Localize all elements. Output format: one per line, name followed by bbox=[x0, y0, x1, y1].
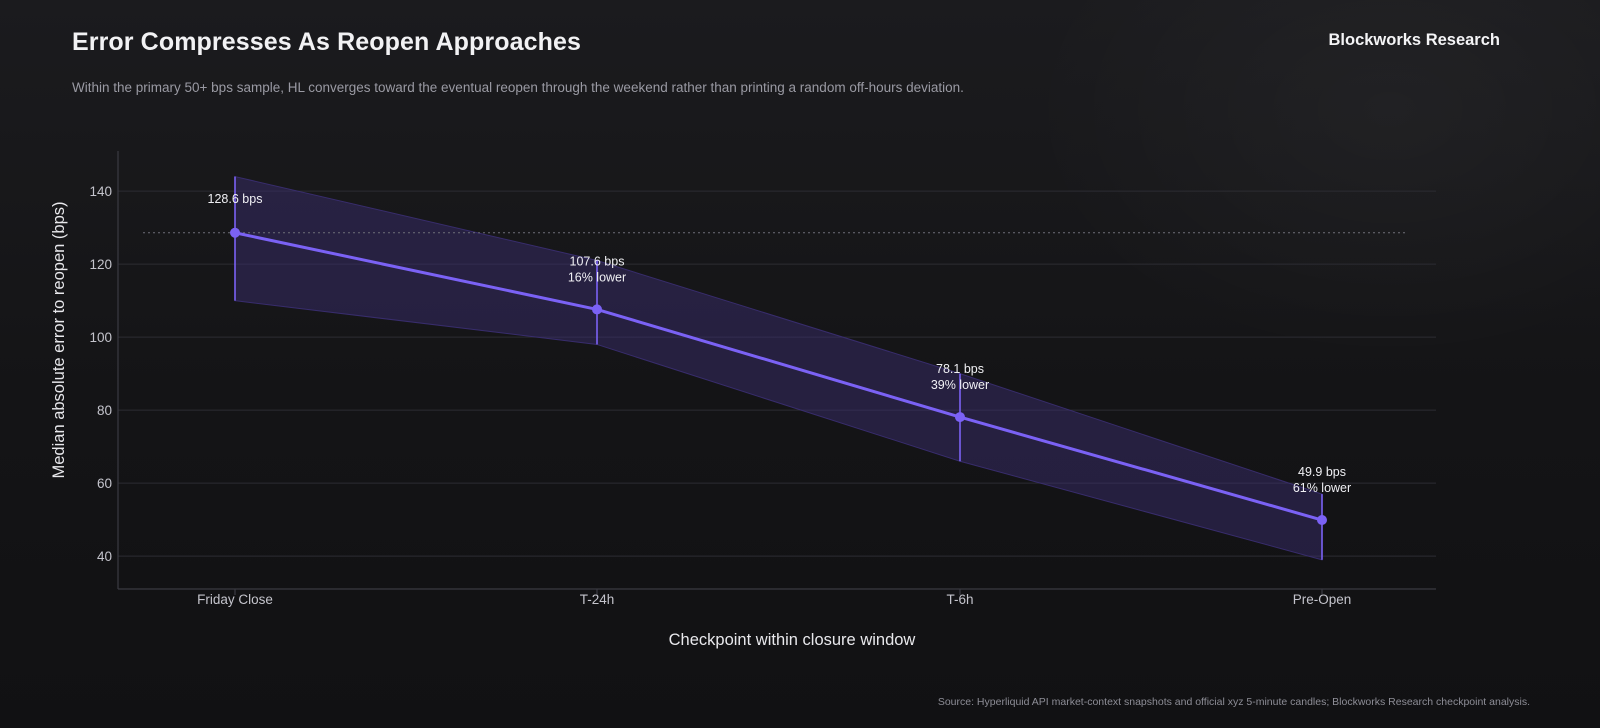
x-tick-label-3: Pre-Open bbox=[1293, 592, 1352, 607]
y-tick-label-100: 100 bbox=[89, 330, 112, 345]
y-tick-label-120: 120 bbox=[89, 257, 112, 272]
data-point-0 bbox=[230, 227, 240, 238]
data-point-1 bbox=[592, 304, 602, 315]
page-subtitle: Within the primary 50+ bps sample, HL co… bbox=[72, 80, 964, 95]
y-tick-label-60: 60 bbox=[97, 476, 112, 491]
data-label-1-0: 107.6 bps bbox=[570, 254, 625, 268]
data-label-2-1: 39% lower bbox=[931, 378, 989, 392]
data-label-1-1: 16% lower bbox=[568, 270, 626, 284]
source-note: Source: Hyperliquid API market-context s… bbox=[937, 696, 1530, 708]
data-label-3-0: 49.9 bps bbox=[1298, 465, 1346, 479]
y-axis-title: Median absolute error to reopen (bps) bbox=[50, 202, 68, 479]
data-label-0-0: 128.6 bps bbox=[208, 192, 263, 206]
axes: 40 60 80 100 120 140 Friday Close T-24h T-6h Pre-… bbox=[89, 151, 1436, 607]
y-tick-label-140: 140 bbox=[89, 184, 112, 199]
page-title: Error Compresses As Reopen Approaches bbox=[72, 28, 581, 56]
series bbox=[230, 176, 1327, 560]
x-tick-label-2: T-6h bbox=[946, 592, 973, 607]
x-tick-label-1: T-24h bbox=[580, 592, 615, 607]
data-labels: 128.6 bps 107.6 bps 16% lower 78.1 bps 39% l… bbox=[208, 192, 1352, 495]
x-axis-title: Checkpoint within closure window bbox=[669, 631, 916, 649]
brand-logo-text: Blockworks Research bbox=[1328, 31, 1500, 49]
y-tick-label-80: 80 bbox=[97, 403, 112, 418]
data-point-2 bbox=[955, 412, 965, 423]
data-point-3 bbox=[1317, 515, 1327, 526]
x-tick-label-0: Friday Close bbox=[197, 592, 273, 607]
error-band bbox=[234, 175, 1323, 561]
grid-lines bbox=[118, 190, 1436, 557]
data-label-2-0: 78.1 bps bbox=[936, 362, 984, 376]
data-label-3-1: 61% lower bbox=[1293, 481, 1351, 495]
error-band-area bbox=[234, 175, 1323, 561]
y-tick-label-40: 40 bbox=[97, 549, 112, 564]
median-error-line bbox=[233, 231, 1324, 522]
